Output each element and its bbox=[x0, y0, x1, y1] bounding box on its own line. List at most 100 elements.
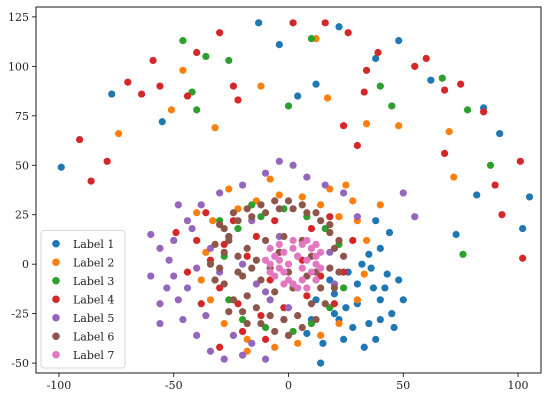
data-point bbox=[137, 90, 146, 98]
x-tick-label: -50 bbox=[165, 379, 183, 392]
data-point bbox=[234, 96, 242, 104]
data-point bbox=[238, 181, 247, 189]
data-point bbox=[220, 280, 228, 288]
data-point bbox=[183, 284, 192, 292]
data-point bbox=[255, 19, 263, 27]
data-point bbox=[197, 201, 205, 209]
data-point bbox=[326, 228, 334, 237]
data-point bbox=[243, 205, 251, 213]
data-point bbox=[261, 288, 270, 296]
y-tick-label: 100 bbox=[8, 60, 29, 73]
data-point bbox=[170, 272, 178, 280]
data-point bbox=[374, 48, 382, 57]
data-point bbox=[330, 310, 339, 318]
data-point bbox=[275, 157, 283, 165]
data-point bbox=[156, 319, 164, 328]
data-point bbox=[275, 205, 283, 213]
data-point bbox=[323, 94, 332, 102]
data-point bbox=[167, 106, 176, 114]
data-point bbox=[360, 270, 368, 278]
data-point bbox=[220, 248, 228, 256]
data-point bbox=[294, 92, 302, 100]
data-point bbox=[303, 173, 311, 181]
data-point bbox=[193, 236, 201, 245]
data-point bbox=[179, 66, 187, 74]
data-point bbox=[365, 319, 373, 328]
data-point bbox=[438, 74, 446, 82]
data-point bbox=[349, 323, 357, 332]
data-point bbox=[229, 82, 238, 90]
x-tick-label: 50 bbox=[396, 379, 410, 392]
data-point bbox=[257, 201, 265, 209]
data-point bbox=[147, 230, 155, 239]
data-point bbox=[188, 224, 196, 233]
data-point bbox=[271, 252, 279, 260]
y-tick-label: -50 bbox=[11, 357, 29, 370]
legend-label: Label 5 bbox=[73, 312, 114, 325]
data-point bbox=[303, 256, 311, 264]
data-point bbox=[321, 19, 329, 27]
data-point bbox=[248, 339, 256, 347]
data-point bbox=[339, 284, 348, 292]
data-point bbox=[317, 264, 325, 272]
legend-box bbox=[40, 230, 126, 369]
data-point bbox=[385, 228, 394, 237]
data-point bbox=[261, 209, 270, 217]
data-point bbox=[257, 276, 265, 284]
data-point bbox=[480, 108, 488, 116]
data-point bbox=[261, 335, 270, 343]
data-point bbox=[312, 315, 320, 324]
y-tick-label: 75 bbox=[15, 110, 29, 123]
data-point bbox=[491, 181, 499, 189]
data-point bbox=[209, 217, 217, 225]
data-point bbox=[496, 130, 504, 138]
data-point bbox=[197, 300, 205, 308]
data-point bbox=[225, 56, 233, 65]
data-point bbox=[165, 256, 173, 264]
data-point bbox=[376, 244, 384, 252]
data-point bbox=[243, 292, 251, 300]
legend-label: Label 3 bbox=[73, 275, 114, 288]
data-point bbox=[303, 329, 311, 338]
data-point bbox=[206, 260, 215, 268]
y-tick-label: 0 bbox=[22, 258, 29, 271]
data-point bbox=[399, 296, 407, 304]
data-point bbox=[266, 312, 274, 320]
data-point bbox=[289, 205, 297, 213]
data-point bbox=[156, 300, 164, 308]
data-point bbox=[353, 280, 361, 288]
series-2 bbox=[115, 35, 458, 355]
data-point bbox=[344, 29, 352, 37]
data-point bbox=[445, 128, 453, 136]
data-point bbox=[395, 122, 403, 130]
data-point bbox=[252, 304, 260, 312]
data-point bbox=[395, 276, 403, 284]
x-tick-label: 100 bbox=[508, 379, 529, 392]
data-point bbox=[229, 296, 238, 304]
data-point bbox=[261, 256, 270, 264]
data-point bbox=[257, 82, 265, 90]
data-point bbox=[261, 355, 270, 363]
data-point bbox=[225, 308, 233, 316]
data-point bbox=[362, 236, 371, 245]
series-6 bbox=[206, 197, 348, 340]
data-point bbox=[307, 300, 316, 308]
data-point bbox=[317, 359, 325, 367]
data-point bbox=[216, 29, 224, 37]
legend-marker bbox=[52, 239, 60, 248]
data-point bbox=[266, 244, 274, 252]
data-point bbox=[275, 191, 283, 199]
data-point bbox=[243, 319, 251, 328]
data-point bbox=[76, 135, 84, 144]
data-point bbox=[516, 157, 524, 165]
data-point bbox=[317, 201, 325, 209]
data-point bbox=[317, 284, 325, 292]
data-point bbox=[321, 300, 329, 308]
data-point bbox=[381, 284, 389, 292]
data-point bbox=[216, 343, 224, 351]
data-point bbox=[360, 343, 368, 351]
data-point bbox=[486, 161, 495, 169]
data-point bbox=[271, 288, 279, 296]
data-point bbox=[183, 268, 192, 276]
